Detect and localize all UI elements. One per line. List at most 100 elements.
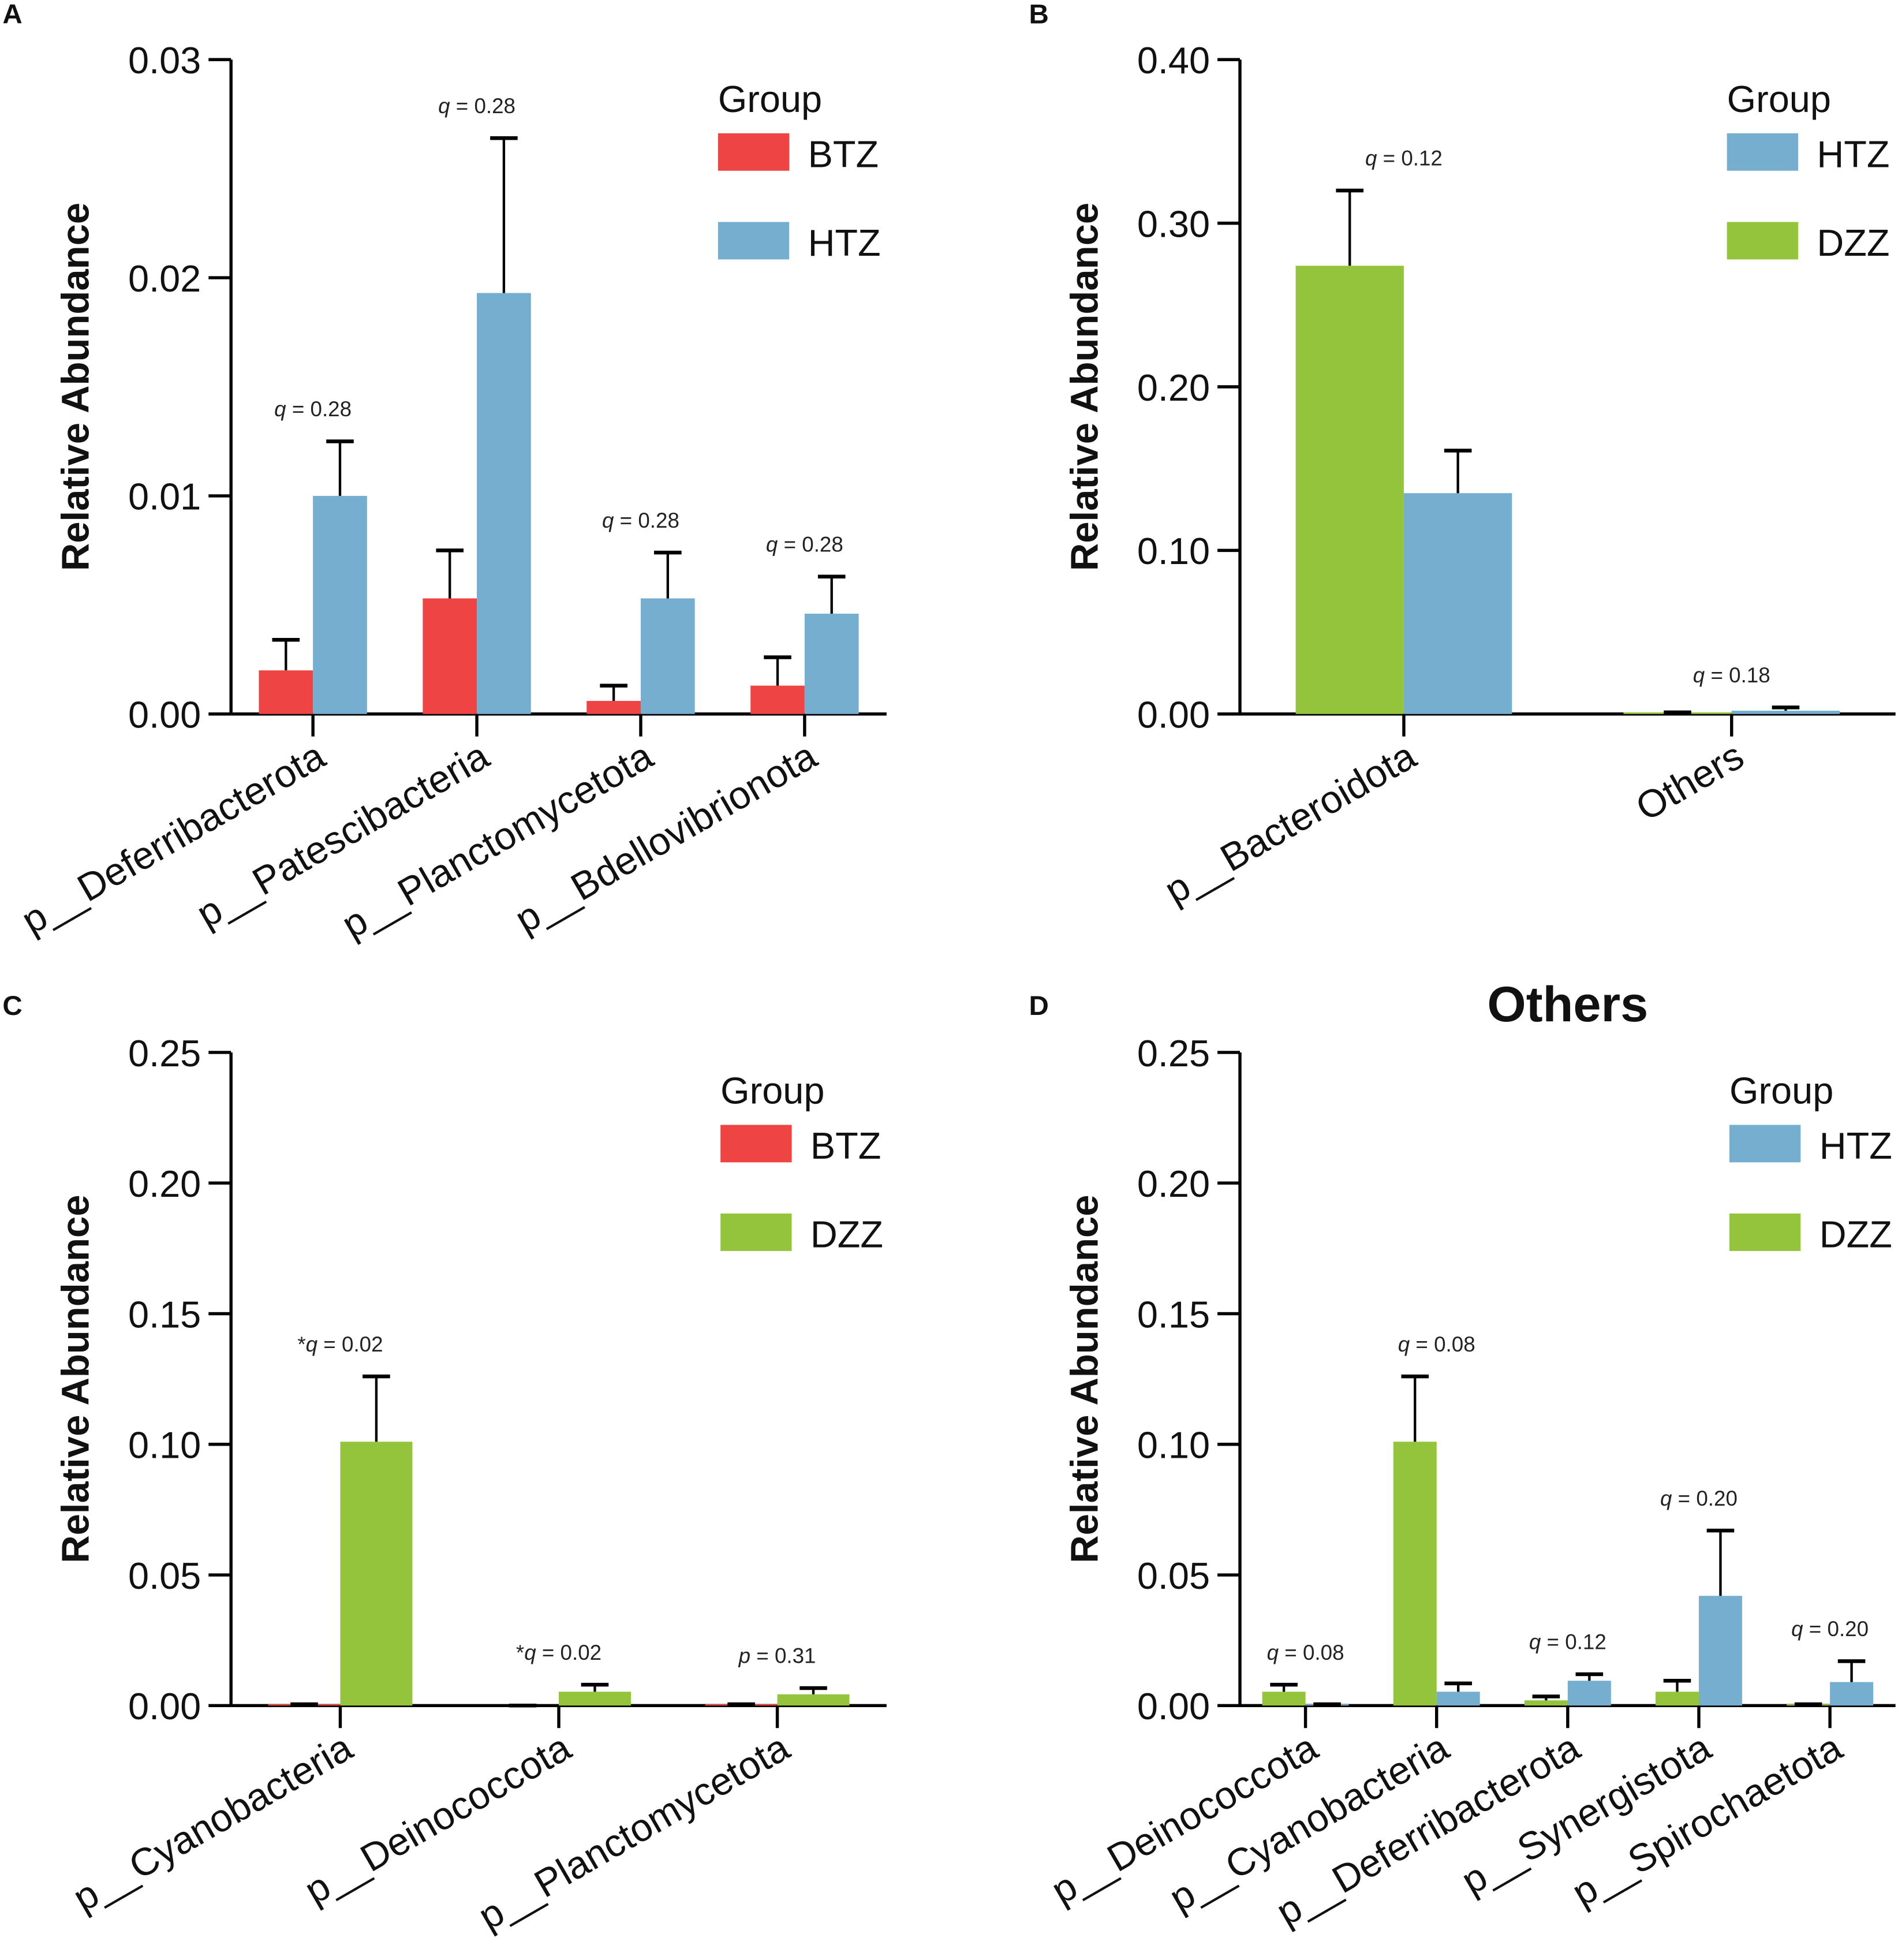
annotation-stat: q xyxy=(1398,1332,1410,1356)
significance-annotation: q = 0.08 xyxy=(1398,1332,1475,1356)
x-tick-label: p__Planctomycetota xyxy=(335,734,660,947)
legend-swatch-dzz xyxy=(1729,1214,1801,1251)
panel-d: D Others 0.00 0.05 0.10 0.15 0.20 0.25 Relative … xyxy=(1029,977,1896,1934)
y-tick-label: 0.20 xyxy=(128,1163,201,1205)
y-tick-label: 0.10 xyxy=(128,1424,201,1466)
y-tick-label: 0.15 xyxy=(1137,1293,1210,1335)
y-tick-label: 0.05 xyxy=(1137,1555,1210,1597)
annotation-stat: q xyxy=(306,1332,318,1356)
y-tick-label: 0.25 xyxy=(128,1032,201,1074)
legend-label-htz: HTZ xyxy=(1819,1125,1892,1167)
y-tick-label: 0.03 xyxy=(128,39,201,81)
significance-annotation: q = 0.12 xyxy=(1529,1630,1606,1654)
annotation-value: = 0.08 xyxy=(1410,1332,1475,1356)
panel-label: D xyxy=(1029,991,1048,1021)
annotation-stat: p xyxy=(738,1644,750,1668)
significance-annotation: q = 0.12 xyxy=(1365,147,1443,170)
bar-dzz xyxy=(559,1692,631,1706)
legend-swatch-htz xyxy=(1729,1125,1801,1163)
x-tick-label: p__Deferribacterota xyxy=(14,734,332,943)
bar-dzz xyxy=(340,1442,413,1706)
y-axis-label: Relative Abundance xyxy=(1063,1194,1106,1563)
annotation-value: = 0.28 xyxy=(286,397,352,421)
legend-swatch-dzz xyxy=(720,1214,792,1251)
annotation-stat: q xyxy=(524,1641,536,1664)
x-tick-label: Others xyxy=(1628,734,1751,830)
legend-swatch-htz xyxy=(718,222,790,260)
legend-label-htz: HTZ xyxy=(808,222,881,264)
y-tick-label: 0.02 xyxy=(128,257,201,300)
panel-label: B xyxy=(1029,0,1048,30)
bar-dzz xyxy=(1524,1700,1568,1706)
bar-btz xyxy=(423,598,477,714)
bar-htz xyxy=(313,495,367,714)
y-tick-label: 0.25 xyxy=(1137,1032,1210,1074)
legend-title: Group xyxy=(1727,78,1831,120)
bar-dzz xyxy=(1295,266,1404,714)
y-tick-label: 0.20 xyxy=(1137,1163,1210,1205)
significance-annotation: q = 0.28 xyxy=(274,397,352,421)
annotation-stat: q xyxy=(1791,1617,1803,1641)
significance-annotation: q = 0.28 xyxy=(438,94,515,118)
bar-dzz xyxy=(1656,1692,1699,1706)
legend-label-dzz: DZZ xyxy=(1819,1213,1892,1255)
y-tick-label: 0.15 xyxy=(128,1293,201,1335)
legend-label-btz: BTZ xyxy=(808,133,879,175)
bar-dzz xyxy=(1393,1442,1437,1706)
legend-label-dzz: DZZ xyxy=(1817,222,1889,264)
y-tick-label: 0.20 xyxy=(1137,367,1210,409)
y-tick-label: 0.40 xyxy=(1137,39,1210,81)
annotation-stat: q xyxy=(602,509,614,532)
annotation-stat: q xyxy=(1365,147,1377,170)
bar-htz xyxy=(804,613,859,714)
significance-annotation: q = 0.20 xyxy=(1791,1617,1869,1641)
x-tick-label: p__Bacteroidota xyxy=(1157,734,1424,912)
y-tick-label: 0.05 xyxy=(128,1555,201,1597)
legend-label-htz: HTZ xyxy=(1817,133,1889,175)
annotation-stat: q xyxy=(274,397,286,421)
y-tick-label: 0.00 xyxy=(128,1685,201,1727)
annotation-stat: q xyxy=(1267,1641,1279,1664)
annotation-value: = 0.20 xyxy=(1803,1617,1869,1641)
bar-htz xyxy=(1731,711,1840,714)
significance-annotation: q = 0.18 xyxy=(1693,663,1770,687)
legend-title: Group xyxy=(1729,1070,1833,1112)
y-tick-label: 0.00 xyxy=(1137,1685,1210,1727)
panel-label: C xyxy=(2,991,22,1021)
legend-swatch-htz xyxy=(1727,133,1798,171)
panel-label: A xyxy=(2,0,22,30)
bar-htz xyxy=(1698,1596,1742,1706)
bar-htz xyxy=(1567,1681,1611,1706)
legend-label-btz: BTZ xyxy=(810,1125,881,1167)
bar-dzz xyxy=(1262,1692,1306,1706)
panel-b: B 0.00 0.10 0.20 0.30 0.40 Relative Abundance p… xyxy=(1029,0,1896,912)
annotation-stat: q xyxy=(438,94,450,118)
bar-htz xyxy=(640,598,695,714)
panel-c: C 0.00 0.05 0.10 0.15 0.20 0.25 Relative Abunda… xyxy=(2,991,887,1939)
significance-annotation: p = 0.31 xyxy=(738,1644,816,1668)
annotation-value: = 0.08 xyxy=(1279,1641,1344,1664)
panel-a: A 0.00 0.01 0.02 0.03 Relative Abundance p__De… xyxy=(2,0,887,947)
panel-title: Others xyxy=(1487,977,1648,1032)
annotation-value: = 0.31 xyxy=(750,1644,816,1668)
y-tick-label: 0.30 xyxy=(1137,203,1210,245)
significance-annotation: q = 0.28 xyxy=(766,532,843,556)
annotation-stat: q xyxy=(1529,1630,1541,1654)
annotation-value: = 0.12 xyxy=(1377,147,1442,170)
bar-dzz xyxy=(777,1694,850,1706)
y-axis-label: Relative Abundance xyxy=(1063,203,1106,571)
y-tick-label: 0.10 xyxy=(1137,530,1210,572)
y-tick-label: 0.00 xyxy=(1137,694,1210,736)
significance-annotation: q = 0.28 xyxy=(602,509,679,532)
y-axis-label: Relative Abundance xyxy=(54,1194,98,1563)
bar-btz xyxy=(259,670,313,714)
bar-htz xyxy=(1436,1692,1480,1706)
bar-btz xyxy=(586,701,641,714)
legend-swatch-btz xyxy=(720,1125,792,1163)
bar-btz xyxy=(750,685,805,714)
annotation-value: = 0.28 xyxy=(778,532,843,556)
annotation-value: = 0.12 xyxy=(1541,1630,1606,1654)
significance-annotation: *q = 0.02 xyxy=(297,1332,383,1356)
legend-label-dzz: DZZ xyxy=(810,1213,883,1255)
